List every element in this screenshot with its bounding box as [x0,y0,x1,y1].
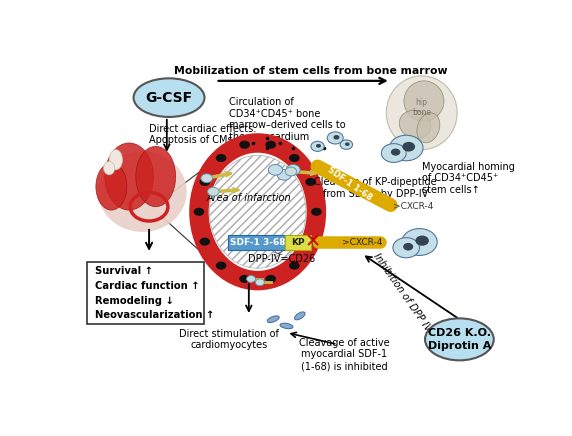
Ellipse shape [425,318,494,360]
Text: Direct stimulation of
cardiomyocytes: Direct stimulation of cardiomyocytes [179,329,279,350]
Circle shape [402,228,437,255]
Circle shape [200,238,210,245]
Text: DPP-IV=CD26: DPP-IV=CD26 [248,254,316,264]
Circle shape [316,144,321,148]
Text: ✕: ✕ [305,233,321,252]
Circle shape [311,208,321,216]
Ellipse shape [267,316,279,323]
Circle shape [247,276,256,282]
Circle shape [311,141,324,151]
Text: hip
bone: hip bone [412,98,431,117]
Text: G-CSF: G-CSF [145,91,193,105]
Circle shape [403,243,413,251]
Text: Area of infarction: Area of infarction [206,193,291,203]
Ellipse shape [404,81,444,121]
Circle shape [391,149,400,156]
Circle shape [201,174,212,183]
Circle shape [333,135,340,140]
FancyBboxPatch shape [87,262,205,324]
Text: SDF-1 3-68: SDF-1 3-68 [230,238,285,247]
Circle shape [305,238,316,245]
Circle shape [268,164,283,175]
Circle shape [402,142,415,152]
Ellipse shape [98,151,186,232]
Text: CD26 K.O.
Diprotin A: CD26 K.O. Diprotin A [428,328,491,351]
Circle shape [390,135,423,161]
Ellipse shape [386,76,457,150]
Text: Cleavage of KP-dipeptide
from SDF-1 by DPP-IV: Cleavage of KP-dipeptide from SDF-1 by D… [314,177,436,199]
Circle shape [345,143,349,146]
Ellipse shape [399,110,431,139]
Circle shape [289,154,300,162]
Circle shape [216,154,227,162]
Circle shape [305,178,316,186]
Circle shape [382,143,406,163]
Text: ✂: ✂ [272,248,283,261]
FancyBboxPatch shape [228,235,288,250]
Ellipse shape [104,161,115,175]
Ellipse shape [209,155,306,268]
Circle shape [208,187,219,196]
Text: >CXCR-4: >CXCR-4 [341,238,382,247]
Circle shape [265,275,276,283]
Text: >CXCR-4: >CXCR-4 [393,202,433,211]
Ellipse shape [136,146,176,207]
Circle shape [239,141,250,149]
Ellipse shape [96,163,127,210]
Circle shape [340,140,352,150]
Circle shape [216,262,227,269]
Circle shape [265,141,276,149]
Ellipse shape [109,150,122,170]
Circle shape [393,238,419,258]
Circle shape [286,164,300,175]
Ellipse shape [280,323,293,329]
Circle shape [194,208,204,216]
Ellipse shape [295,312,305,320]
Circle shape [289,262,300,269]
Ellipse shape [134,78,205,117]
FancyBboxPatch shape [285,235,311,250]
Circle shape [327,132,343,144]
Circle shape [415,235,429,246]
Ellipse shape [417,113,440,143]
Circle shape [200,178,210,186]
Text: Cleavage of active
myocardial SDF-1
(1-68) is inhibited: Cleavage of active myocardial SDF-1 (1-6… [299,338,390,371]
Text: KP: KP [291,238,305,247]
Text: SDF-1 1-68: SDF-1 1-68 [326,166,374,203]
Text: Myocardial homing
of CD34⁺CD45⁺
stem cells↑: Myocardial homing of CD34⁺CD45⁺ stem cel… [422,162,515,195]
Text: Circulation of
CD34⁺CD45⁺ bone
marrow–derived cells to
the myocardium: Circulation of CD34⁺CD45⁺ bone marrow–de… [229,97,345,142]
Circle shape [277,170,291,180]
Circle shape [256,279,264,286]
Circle shape [285,167,297,176]
Ellipse shape [105,143,153,210]
Text: Mobilization of stem cells from bone marrow: Mobilization of stem cells from bone mar… [174,66,448,76]
Circle shape [239,275,250,283]
Text: Inhibition of DPP IV: Inhibition of DPP IV [371,251,432,334]
Text: Survival ↑
Cardiac function ↑
Remodeling ↓
Neovascularization ↑: Survival ↑ Cardiac function ↑ Remodeling… [94,266,214,320]
Text: Direct cardiac effects:
Apoptosis of CMs ↓: Direct cardiac effects: Apoptosis of CMs… [149,124,257,145]
